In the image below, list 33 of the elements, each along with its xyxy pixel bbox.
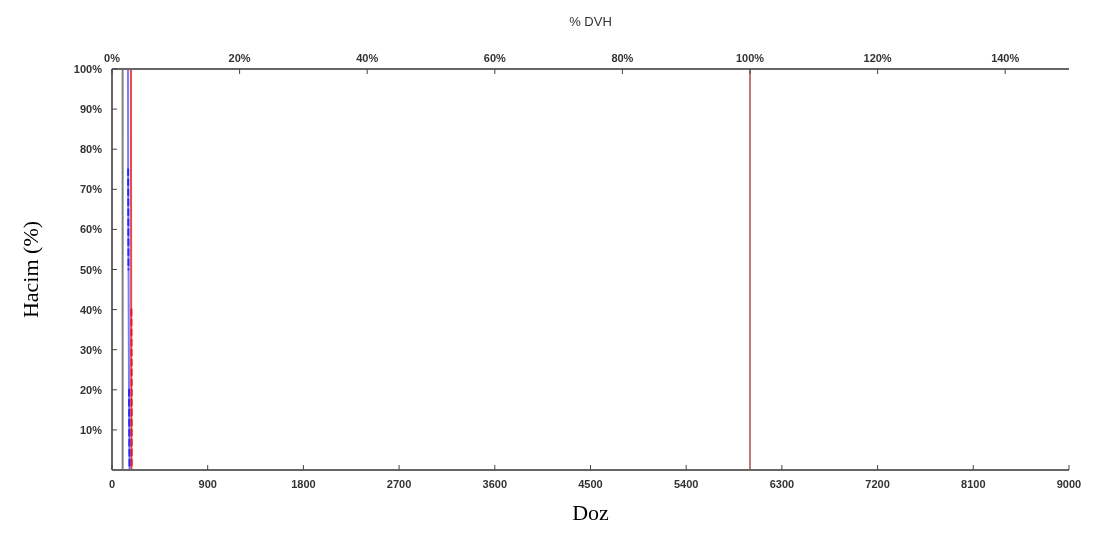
x2-tick-label: 60% [483,52,507,64]
x-tick-label: 2700 [386,478,412,490]
x-tick-label: 6300 [769,478,795,490]
y-tick-label: 70% [79,183,103,196]
chart-title: % DVH [569,14,612,29]
x-axis-title: Doz [572,500,610,525]
x2-tick-label: 100% [735,52,765,64]
x-tick-label: 0 [108,478,116,490]
y-tick-label: 40% [79,303,103,316]
line-series [126,68,131,471]
y-tick-label: 50% [79,263,103,276]
x2-tick-label: 140% [991,52,1020,64]
y-tick-label: 60% [79,223,103,236]
y-tick-label: 100% [73,63,103,75]
y-tick-label: 10% [79,423,103,436]
x-tick-label: 8100 [961,478,986,490]
x-tick-label: 9000 [1056,478,1082,490]
y-tick-label: 30% [79,343,103,356]
y-tick-label: 80% [79,143,103,156]
x-tick-label: 900 [198,478,217,490]
y-tick-label: 90% [79,103,103,116]
x2-tick-label: 0% [104,52,121,64]
x2-tick-label: 120% [863,52,892,64]
x2-tick-label: 80% [611,52,634,64]
x-tick-label: 4500 [578,478,603,490]
x-tick-label: 5400 [673,478,699,490]
y-axis-title: Hacim (%) [18,220,43,319]
x-tick-label: 3600 [482,478,508,490]
x-tick-label: 1800 [291,478,316,490]
y-tick-label: 20% [79,383,103,396]
x2-tick-label: 40% [356,52,379,64]
x-tick-label: 7200 [865,478,890,490]
x2-tick-label: 20% [228,52,251,64]
